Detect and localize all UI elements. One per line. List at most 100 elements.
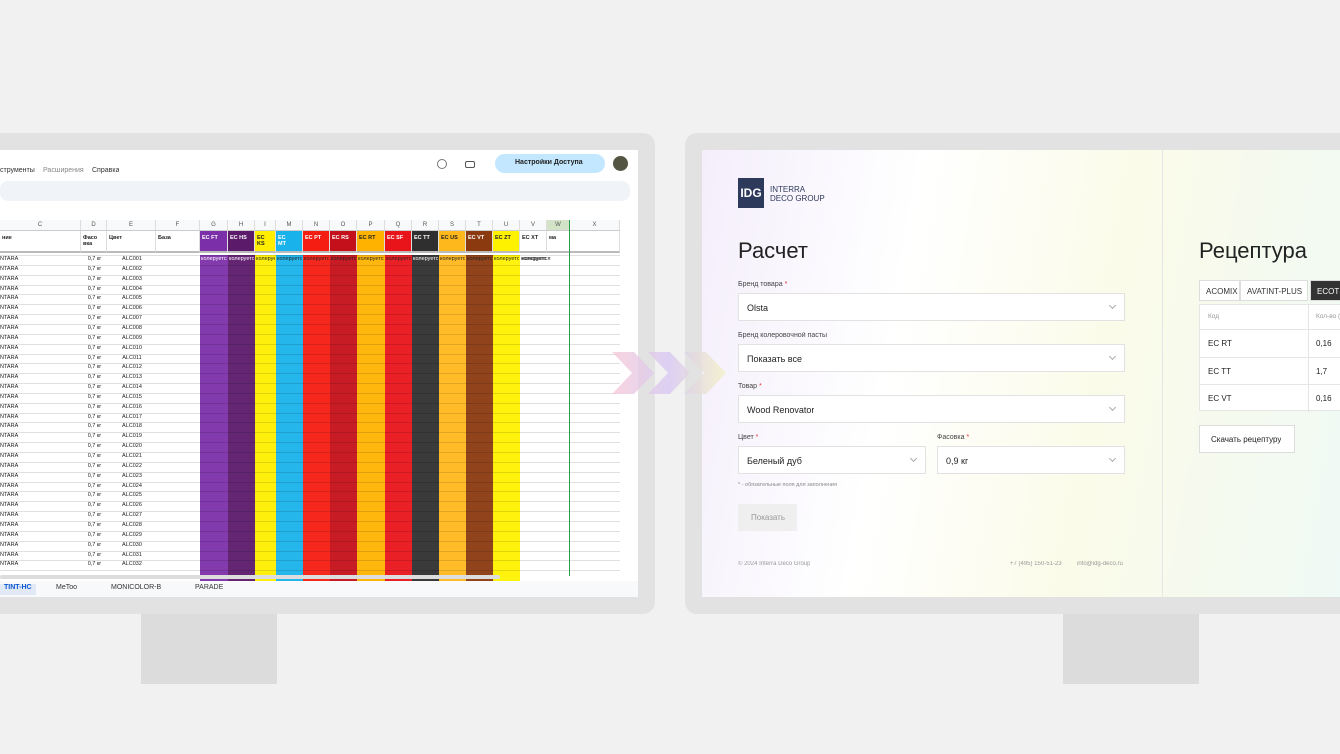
select-field[interactable]: Olsta [738,293,1125,321]
cell: 0,7 кг [87,502,102,509]
sheet-tab[interactable]: TINT-HC [0,584,36,595]
status-cell: колеруется [358,256,384,262]
cell: NTARA [0,393,19,400]
row-line [0,452,620,453]
recipe-tab[interactable]: ECOTIN [1310,280,1340,301]
header-label: EC RS [332,235,349,241]
header-label: EC MT [278,235,286,247]
stand [141,614,277,684]
cell: ALC008 [122,324,142,331]
row-line [0,491,620,493]
header-label: EC SF [387,235,404,241]
header-label: ма [549,235,557,241]
icon [465,161,475,168]
field-label: Цвет * [738,434,759,441]
menu-item[interactable]: Расширения [43,167,84,174]
menu-item[interactable]: струменты [0,167,35,174]
column-header: S [439,220,466,231]
cell: NTARA [0,482,19,489]
column-header: W [547,220,570,231]
recipe-tab[interactable]: AVATINT-PLUS [1240,280,1308,301]
cell: ALC020 [122,443,142,450]
row-line [0,511,620,513]
row-line [0,520,620,522]
row-line [0,264,620,266]
column-header: D [81,220,107,231]
sheet-tab[interactable]: PARADE [195,584,224,591]
show-button[interactable]: Показать [738,504,797,531]
color-column [357,255,385,585]
row-line [0,412,620,414]
header-cell: EC US [439,231,466,253]
row-line [0,304,620,306]
cell: 0,7 кг [87,393,102,400]
recipe-tab[interactable]: ACOMIX [1199,280,1240,301]
color-column [493,255,520,585]
row-line [0,284,620,286]
logo-text: DECO GROUP [770,194,825,203]
header-label: Фасо вка [83,235,98,247]
cell: ALC019 [122,433,142,440]
cell: NTARA [0,295,19,302]
cell: 0,7 кг [87,344,102,351]
select-value: Беленый дуб [747,456,802,466]
sheet-tab[interactable]: MeToo [56,584,78,591]
cell: ALC030 [122,541,142,548]
share-button[interactable]: Настройки Доступа [495,154,605,173]
cell: ALC026 [122,502,142,509]
column-header: N [303,220,330,231]
select-field[interactable]: Беленый дуб [738,446,926,474]
cell: 0,7 кг [87,413,102,420]
status-cell: колеруется [521,256,546,262]
cell: 0,7 кг [87,285,102,292]
row-line [0,392,620,394]
row-line [0,481,620,483]
arrows [612,352,726,394]
selection-line [569,220,570,576]
cell: NTARA [0,443,19,450]
row-line [0,461,620,463]
chevron [1108,301,1117,310]
cell: NTARA [0,531,19,538]
select-field[interactable]: Показать все [738,344,1125,372]
column-header: H [228,220,255,231]
header-label: EC PT [305,235,322,241]
required-mark: * [753,434,759,441]
header-label: EC TT [414,235,430,241]
status-cell: колеруется [467,256,492,262]
select-value: 0,9 кг [946,456,969,466]
row-line [0,294,620,296]
cell: 0,7 кг [87,492,102,499]
header-cell: EC RS [330,231,357,253]
cell: 0,7 кг [87,443,102,450]
menu-item[interactable]: Справка [92,167,120,174]
header-cell: Цвет [107,231,156,253]
cell: 0,7 кг [87,295,102,302]
color-column [303,255,330,585]
select-field[interactable]: Wood Renovator [738,395,1125,423]
cell: 0,7 кг [87,354,102,361]
icon [437,159,447,169]
color-column [330,255,357,585]
cell: NTARA [0,423,19,430]
recipe-amount: 0,16 [1316,394,1332,403]
sheet-tab[interactable]: MONICOLOR-B [111,584,162,591]
tab-label: AVATINT-PLUS [1247,287,1303,296]
column-header: V [520,220,547,231]
cell: NTARA [0,256,19,262]
cell: ALC007 [122,315,142,322]
header-label: EC US [441,235,458,241]
column-header: O [330,220,357,231]
field-label: Товар * [738,383,762,390]
select-field[interactable]: 0,9 кг [937,446,1125,474]
field-label: Фасовка * [937,434,970,441]
cell: 0,7 кг [87,482,102,489]
tab-label: ACOMIX [1206,287,1238,296]
cell: 0,7 кг [87,521,102,528]
cell: ALC017 [122,413,142,420]
cell: ALC003 [122,275,142,282]
cell: ALC018 [122,423,142,430]
download-button[interactable]: Скачать рецептуру [1199,425,1295,453]
header-label: EC HS [230,235,247,241]
